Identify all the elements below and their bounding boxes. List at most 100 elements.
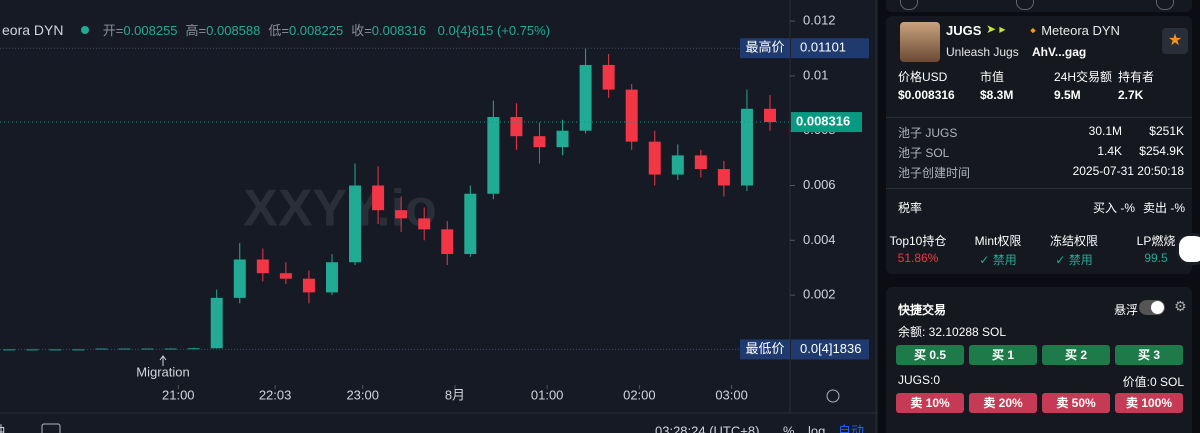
tax-label: 税率 [898,201,923,215]
pool-amount: 1.4K [1097,144,1122,158]
favorite[interactable]: ★ [1162,28,1188,54]
ohlc-key: 收= [351,23,372,38]
y-tick-label: 0.01 [803,67,828,82]
buy-button[interactable]: 买 0.5 [896,345,964,365]
status-dot [81,26,90,34]
symbol: JUGS [946,23,982,38]
toolbar-time: 03:28:24 (UTC+8) [655,423,759,433]
security-label: 冻结权限 [1049,234,1099,248]
settings[interactable]: ⚙ [1174,298,1187,314]
buy-button[interactable]: 买 1 [969,345,1037,365]
low_marker-label: 最低价 [745,341,784,356]
dex: 🔸Meteora DYN [1025,23,1120,38]
candle-body [764,108,777,123]
toolbar-interval[interactable]: 钟 [0,423,5,433]
top-icons [886,0,1192,12]
last-price-label: 0.008316 [796,113,850,128]
candle-body [625,89,638,142]
stat-value: $0.008316 [898,88,955,102]
candle-body [302,278,315,293]
candle-body [487,117,500,194]
pool-label: 池子 JUGS [898,126,958,140]
x-tick-label: 03:00 [715,387,748,402]
address[interactable]: AhV...gag [1032,45,1087,59]
ohlc-value: 0.008255 [123,23,178,38]
high_marker-label: 最高价 [745,40,784,55]
annotation: Migration [136,364,189,379]
x-tick-label: 02:00 [623,387,656,402]
x-tick-label: 22:03 [259,387,292,402]
float-widget[interactable] [1176,233,1200,265]
ohlc-value: 0.008316 [371,23,427,38]
high_marker-price: 0.01101 [800,40,846,55]
ohlc-key: 低= [268,23,289,38]
candle-body [325,262,338,293]
candle-body [256,259,269,274]
candle-body [279,273,292,279]
ohlc-value: 0.008225 [288,23,344,38]
y-tick-label: 0.002 [803,287,836,302]
candle-body [556,130,569,148]
candle-body [26,349,39,351]
candle-body [579,64,592,131]
candle-body [95,348,108,350]
chart-bg [0,0,878,433]
y-tick-label: 0.004 [803,232,836,247]
sell-button[interactable]: 卖 10% [896,393,964,413]
candle-body [740,108,753,186]
token-card: JUGS ➤ ▸ 🔸Meteora DYN Unleash Jugs AhV..… [886,16,1192,274]
candle-body [349,185,362,263]
last-price-box [791,112,862,133]
low_marker-price: 0.0[4]1836 [800,341,861,356]
low_marker-price-bg [791,339,869,360]
toggle[interactable] [1139,300,1165,315]
candle-body [671,155,684,175]
legend: eora DYN 开=0.008255 高=0.008588 低=0.008225 收… [2,20,550,39]
stat-value: $8.3M [980,88,1014,102]
ohlc-key: 高= [185,23,207,38]
toolbar-auto[interactable]: 自动 [838,423,864,433]
settings-icon[interactable] [826,389,840,403]
y-tick-label: 0.006 [803,177,836,192]
candle-body [187,348,200,350]
tax-sell: 卖出 -% [1143,201,1186,215]
high_marker-price-bg [791,38,869,59]
stat-label: 持有者 [1118,70,1155,84]
pool-usd: $254.9K [1139,144,1184,158]
balance: 余额: 32.10288 SOL [898,325,1007,339]
candle-body [118,348,131,350]
buy-button[interactable]: 买 2 [1042,345,1110,365]
x-tick-label: 01:00 [531,387,564,402]
holding: JUGS:0 [898,373,941,387]
candle-body [418,218,431,230]
candle-body [648,141,661,175]
watermark: XXYY.io [243,180,437,238]
security-value: ✓ 禁用 [1055,253,1093,267]
candle-body [464,193,477,255]
candle-body [49,349,62,351]
sell-button[interactable]: 卖 100% [1115,393,1183,413]
pool-created-label: 池子创建时间 [898,166,971,180]
annotation-arrowhead [159,355,167,361]
stat-label: 24H交易额 [1054,70,1113,84]
security-value: ✓ 禁用 [979,253,1017,267]
change: 0.0{4}615 (+0.75%) [437,23,551,38]
x-tick-label: 23:00 [346,387,379,402]
toolbar-log[interactable]: log [808,423,825,433]
sell-button[interactable]: 卖 20% [969,393,1037,413]
sell-button[interactable]: 卖 50% [1042,393,1110,413]
toolbar-percent[interactable]: % [783,423,795,433]
stat-label: 价格USD [898,70,948,84]
candle-body [164,348,177,350]
calendar-icon[interactable] [41,423,61,433]
security-value: 99.5 [1144,251,1168,265]
security-label: LP燃烧 [1136,234,1176,248]
side-panel: JUGS ➤ ▸ 🔸Meteora DYN Unleash Jugs AhV..… [878,0,1200,433]
candle-body [441,229,454,255]
worth: 价值:0 SOL [1122,375,1184,389]
arrow-icon: ➤ ▸ [986,22,1006,36]
buy-button[interactable]: 买 3 [1115,345,1183,365]
qt-title: 快捷交易 [898,303,947,317]
